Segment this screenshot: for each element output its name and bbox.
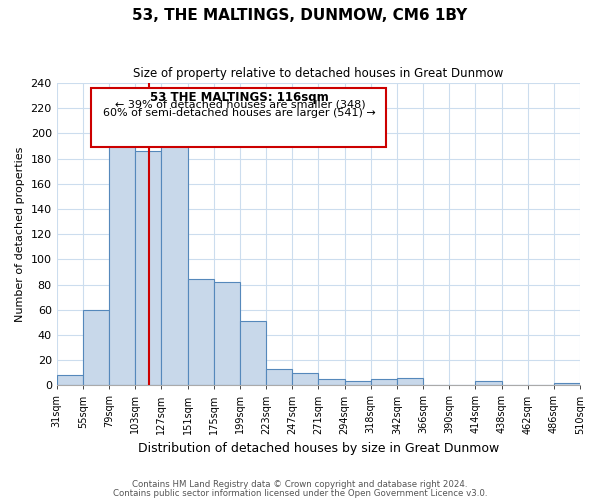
X-axis label: Distribution of detached houses by size in Great Dunmow: Distribution of detached houses by size … xyxy=(138,442,499,455)
Bar xyxy=(109,132,135,386)
Y-axis label: Number of detached properties: Number of detached properties xyxy=(15,146,25,322)
Bar xyxy=(319,379,344,386)
Bar xyxy=(475,382,502,386)
Text: 53, THE MALTINGS, DUNMOW, CM6 1BY: 53, THE MALTINGS, DUNMOW, CM6 1BY xyxy=(133,8,467,22)
Bar xyxy=(344,382,371,386)
Bar xyxy=(397,378,423,386)
Bar xyxy=(292,372,319,386)
Text: 60% of semi-detached houses are larger (541) →: 60% of semi-detached houses are larger (… xyxy=(103,108,376,118)
Text: 53 THE MALTINGS: 116sqm: 53 THE MALTINGS: 116sqm xyxy=(151,90,329,104)
Bar xyxy=(371,379,397,386)
Text: ← 39% of detached houses are smaller (348): ← 39% of detached houses are smaller (34… xyxy=(115,100,365,110)
Bar xyxy=(56,375,83,386)
Bar xyxy=(161,142,187,386)
Text: Contains HM Land Registry data © Crown copyright and database right 2024.: Contains HM Land Registry data © Crown c… xyxy=(132,480,468,489)
Bar xyxy=(83,310,109,386)
Bar xyxy=(214,282,240,386)
FancyBboxPatch shape xyxy=(91,88,386,146)
Bar xyxy=(135,151,161,386)
Text: Contains public sector information licensed under the Open Government Licence v3: Contains public sector information licen… xyxy=(113,489,487,498)
Title: Size of property relative to detached houses in Great Dunmow: Size of property relative to detached ho… xyxy=(133,68,503,80)
Bar xyxy=(187,280,214,386)
Bar xyxy=(240,321,266,386)
Bar xyxy=(266,369,292,386)
Bar xyxy=(554,382,580,386)
